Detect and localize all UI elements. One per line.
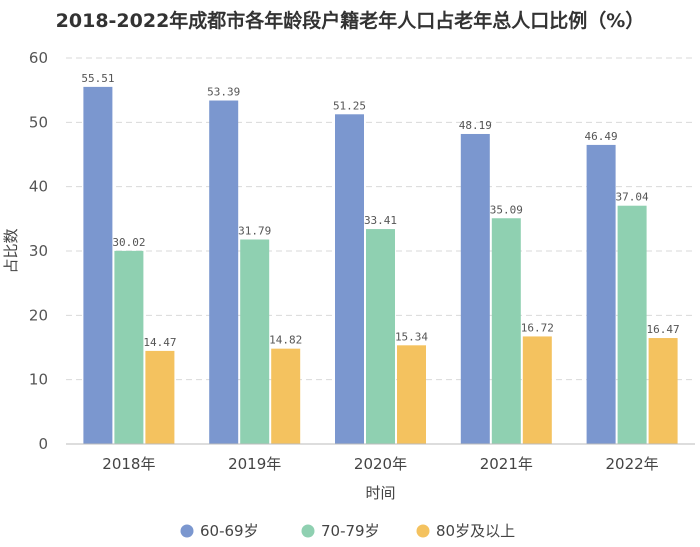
data-label: 46.49 [585,130,618,143]
data-label: 35.09 [490,203,523,216]
x-axis-title: 时间 [365,484,395,502]
bar-60-69岁-2021年 [460,133,490,444]
legend-label: 80岁及以上 [436,522,515,540]
bar-60-69岁-2020年 [335,114,364,445]
data-label: 16.47 [647,323,680,336]
x-axis-ticks: 2018年 2019年 2020年 2021年 2022年 [102,455,658,473]
legend-marker [301,524,315,538]
bar-60-69岁-2022年 [586,144,616,444]
y-axis-ticks: 0 10 20 30 40 50 60 [29,49,48,453]
x-tick-label: 2020年 [354,455,407,473]
legend-label: 60-69岁 [200,522,259,540]
legend-label: 70-79岁 [321,522,380,540]
y-tick-label: 30 [29,242,48,260]
bar-60-69岁-2018年 [83,86,113,444]
data-label: 31.79 [238,224,271,237]
data-label: 14.47 [143,336,176,349]
bar-80岁及以上-2019年 [271,348,301,444]
bar-80岁及以上-2018年 [145,350,175,444]
data-label: 55.51 [81,72,114,85]
chart-title: 2018-2022年成都市各年龄段户籍老年人口占老年总人口比例（%） [55,10,645,32]
y-tick-label: 0 [38,435,48,453]
bar-80岁及以上-2022年 [648,338,678,444]
bar-70-79岁-2018年 [114,250,144,444]
data-label: 37.04 [616,191,649,204]
y-tick-label: 40 [29,178,48,196]
x-tick-label: 2022年 [606,455,659,473]
legend: 60-69岁 70-79岁 80岁及以上 [180,522,515,540]
y-axis-title: 占比数 [2,228,20,273]
data-label: 15.34 [395,330,428,343]
data-label: 30.02 [112,236,145,249]
data-label: 33.41 [364,214,397,227]
y-tick-label: 60 [29,49,48,67]
x-tick-label: 2018年 [102,455,155,473]
bar-70-79岁-2019年 [240,239,270,444]
data-label: 51.25 [333,99,366,112]
x-tick-label: 2019年 [228,455,281,473]
y-tick-label: 10 [29,371,48,389]
bars [83,86,678,445]
y-tick-label: 50 [29,113,48,131]
y-tick-label: 20 [29,306,48,324]
bar-80岁及以上-2021年 [522,336,552,444]
bar-70-79岁-2021年 [491,218,521,444]
data-label: 16.72 [521,321,554,334]
legend-marker [416,524,430,538]
bar-80岁及以上-2020年 [397,345,426,444]
bar-70-79岁-2022年 [617,205,647,444]
data-labels: 55.51 30.02 14.47 53.39 31.79 14.82 51.25 33.41… [81,72,679,349]
bar-70-79岁-2020年 [366,229,395,444]
data-label: 14.82 [269,334,302,347]
bar-60-69岁-2019年 [209,100,239,445]
data-label: 53.39 [207,86,240,99]
x-tick-label: 2021年 [480,455,533,473]
legend-marker [180,524,194,538]
data-label: 48.19 [459,119,492,132]
